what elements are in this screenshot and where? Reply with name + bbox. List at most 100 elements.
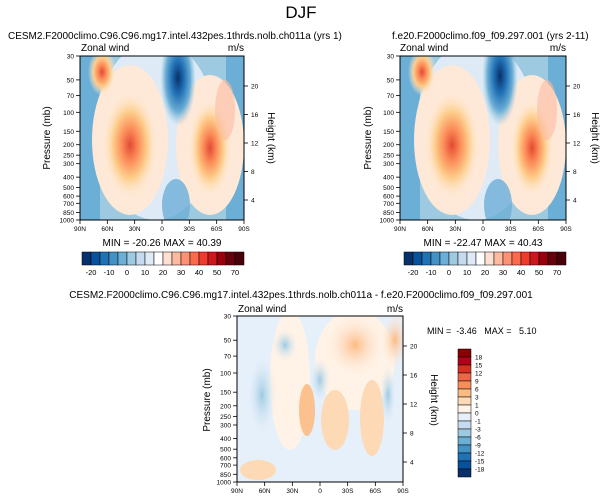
y-tick-label: 850	[63, 210, 74, 217]
y-tick-label: 300	[220, 423, 231, 430]
colorbar-label: 0	[475, 411, 479, 418]
height-tick-label: 8	[410, 431, 414, 438]
y-tick-label: 400	[220, 436, 231, 443]
y-tick-label: 1000	[60, 218, 75, 225]
height-tick-label: 12	[573, 141, 581, 148]
colorbar-label: 50	[213, 268, 221, 277]
panel-3-hticks: 20 16 12 8 4	[403, 344, 418, 467]
x-tick-label: 60N	[101, 226, 113, 233]
y-tick-label: 200	[63, 142, 74, 149]
height-tick-label: 16	[251, 112, 259, 119]
colorbar-swatch	[421, 251, 432, 266]
colorbar-swatch	[126, 251, 137, 266]
panel-2-ylabel: Pressure (mb)	[363, 106, 374, 169]
height-tick-label: 20	[251, 84, 259, 91]
colorbar-swatch	[439, 251, 450, 266]
x-tick-label: 90S	[397, 488, 409, 495]
colorbar-swatch	[556, 251, 567, 266]
x-tick-label: 90N	[394, 226, 406, 233]
height-tick-label: 20	[573, 84, 581, 91]
colorbar-swatch	[117, 251, 128, 266]
colorbar-label: -3	[475, 427, 481, 434]
y-tick-label: 250	[383, 153, 394, 160]
colorbar-swatch	[457, 251, 468, 266]
panel-1-units: m/s	[228, 43, 244, 54]
panel-1-field	[80, 56, 244, 220]
panel-3-title: CESM2.F2000climo.C96.C96.mg17.intel.432p…	[69, 290, 533, 301]
y-tick-label: 70	[387, 93, 395, 100]
panel-2-variable: Zonal wind	[400, 43, 448, 54]
y-tick-label: 500	[383, 185, 394, 192]
colorbar-label: 0	[125, 268, 129, 277]
colorbar-label: 50	[535, 268, 543, 277]
colorbar-label: -20	[408, 268, 419, 277]
colorbar-swatch	[457, 356, 472, 366]
colorbar-swatch	[403, 251, 414, 266]
height-tick-label: 4	[251, 198, 255, 205]
x-tick-label: 0	[160, 226, 164, 233]
x-tick-label: 60N	[422, 226, 434, 233]
panel-1-xticks: 90N 60N 30N 0 30S 60S 90S	[74, 220, 250, 233]
y-tick-label: 600	[383, 194, 394, 201]
colorbar-swatch	[171, 251, 182, 266]
y-tick-label: 600	[63, 194, 74, 201]
y-tick-label: 100	[220, 370, 231, 377]
y-tick-label: 200	[220, 403, 231, 410]
colorbar-swatch	[189, 251, 200, 266]
x-tick-label: 60S	[370, 488, 382, 495]
colorbar-swatch	[457, 412, 472, 422]
colorbar-label: -9	[475, 443, 481, 450]
colorbar-swatch	[547, 251, 558, 266]
page-title: DJF	[285, 3, 316, 22]
panel-2-title: f.e20.F2000climo.f09_f09.297.001 (yrs 2-…	[392, 31, 589, 42]
x-tick-label: 60S	[211, 226, 223, 233]
colorbar-swatch	[162, 251, 173, 266]
y-tick-label: 30	[67, 54, 75, 61]
height-tick-label: 4	[573, 198, 577, 205]
x-tick-label: 0	[318, 488, 322, 495]
colorbar-swatch	[457, 404, 472, 414]
colorbar-label: -10	[104, 268, 115, 277]
height-tick-label: 20	[410, 344, 418, 351]
height-tick-label: 8	[251, 169, 255, 176]
y-tick-label: 30	[387, 54, 395, 61]
colorbar-label: 10	[141, 268, 149, 277]
panel-3: CESM2.F2000climo.C96.C96.mg17.intel.432p…	[69, 290, 536, 495]
panel-1-hticks: 20 16 12 8 4	[244, 84, 259, 205]
x-tick-label: 30S	[505, 226, 517, 233]
panel-2-field	[400, 56, 566, 220]
colorbar-label: 40	[517, 268, 525, 277]
y-tick-label: 300	[63, 161, 74, 168]
panel-1-stats: MIN = -20.26 MAX = 40.39	[103, 238, 222, 249]
colorbar-swatch	[493, 251, 504, 266]
panel-3-ylabel: Pressure (mb)	[202, 368, 213, 431]
panel-2-stats: MIN = -22.47 MAX = 40.43	[424, 238, 543, 249]
x-tick-label: 60N	[259, 488, 271, 495]
colorbar-label: 30	[499, 268, 507, 277]
colorbar-label: -10	[426, 268, 437, 277]
x-tick-label: 30N	[129, 226, 141, 233]
panel-3-xticks: 90N 60N 30N 0 30S 60S 90S	[231, 482, 409, 495]
colorbar-swatch	[457, 364, 472, 374]
x-tick-label: 30N	[286, 488, 298, 495]
colorbar-label: 9	[475, 379, 479, 386]
colorbar-swatch	[484, 251, 495, 266]
y-tick-label: 70	[67, 93, 75, 100]
y-tick-label: 700	[383, 201, 394, 208]
height-tick-label: 8	[573, 169, 577, 176]
y-tick-label: 400	[63, 175, 74, 182]
colorbar-swatch	[529, 251, 540, 266]
colorbar-swatch	[457, 444, 472, 454]
colorbar-swatch	[153, 251, 164, 266]
y-tick-label: 500	[63, 185, 74, 192]
colorbar-label: 3	[475, 395, 479, 402]
colorbar-label: -15	[475, 459, 485, 466]
colorbar-swatch	[511, 251, 522, 266]
height-tick-label: 12	[251, 141, 259, 148]
panel-3-stats: MIN = -3.46 MAX = 5.10	[427, 326, 537, 336]
colorbar-swatch	[457, 380, 472, 390]
colorbar-label: 40	[195, 268, 203, 277]
panel-1: CESM2.F2000climo.C96.C96.mg17.intel.432p…	[8, 31, 342, 277]
x-tick-label: 90S	[238, 226, 250, 233]
colorbar-label: 70	[231, 268, 239, 277]
